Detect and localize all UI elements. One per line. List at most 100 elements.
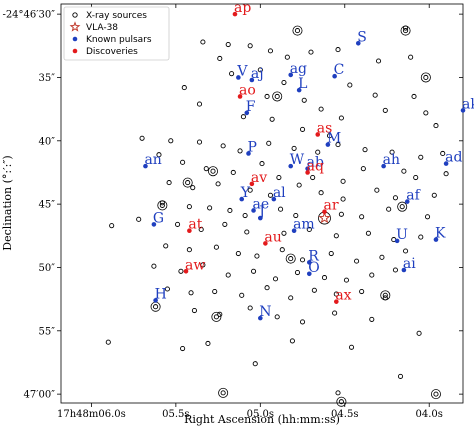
known-pulsar-label: V <box>236 63 248 79</box>
xray-source-63 <box>340 196 346 202</box>
xray-source-122 <box>191 307 197 314</box>
discovery-dot <box>237 94 243 99</box>
xray-source-1 <box>200 39 206 45</box>
xray-source-21 <box>301 97 307 103</box>
xray-circled-ring <box>292 25 303 36</box>
xray-source-94 <box>254 253 260 259</box>
known-pulsar-dot <box>443 161 449 166</box>
y-tick-label-2: 40″ <box>39 136 56 147</box>
xray-source-119 <box>333 291 339 297</box>
discovery-dot <box>334 299 339 304</box>
xray-source-6 <box>284 54 290 60</box>
discovery-av: av <box>249 170 267 187</box>
xray-circled-ring <box>150 301 161 312</box>
legend-vla38-marker <box>69 21 81 32</box>
known-pulsar-label: L <box>298 76 307 92</box>
known-pulsar-dot <box>288 163 294 169</box>
known-pulsar-label: K <box>435 226 446 242</box>
xray-source-circled-2 <box>420 72 431 83</box>
xray-source-130 <box>180 345 186 352</box>
legend-discovery-marker <box>72 48 78 54</box>
plot-frame <box>60 3 464 404</box>
known-pulsar-dot <box>246 151 251 156</box>
xray-source-55 <box>443 171 449 177</box>
xray-circled-core <box>153 304 159 310</box>
discovery-label: av <box>251 170 267 186</box>
xray-source-79 <box>136 216 142 222</box>
xray-circled-core <box>433 391 439 397</box>
y-tick-label-1: 35″ <box>39 73 56 84</box>
known-pulsar-ah: ah <box>381 152 400 169</box>
discovery-label: aq <box>307 158 324 174</box>
xray-source-44 <box>156 152 162 158</box>
vla38-star <box>318 211 331 224</box>
known-pulsar-label: R <box>308 248 319 264</box>
xray-source-36 <box>266 140 272 146</box>
known-pulsar-dot <box>143 163 148 169</box>
known-pulsar-ab: ab <box>305 155 324 171</box>
xray-source-112 <box>164 286 170 292</box>
xray-source-11 <box>408 54 414 60</box>
xray-source-16 <box>181 85 187 91</box>
discovery-dot <box>183 268 189 274</box>
xray-ring-layer <box>150 25 441 407</box>
discovery-dot <box>187 228 192 234</box>
discovery-label: au <box>264 229 281 245</box>
xray-source-2 <box>217 55 223 62</box>
x-tick-label-2: 05.0s <box>247 409 274 420</box>
xray-source-19 <box>257 67 263 73</box>
xray-source-66 <box>431 192 437 198</box>
xray-source-117 <box>288 295 294 301</box>
known-pulsar-label: ah <box>383 152 400 168</box>
xray-source-28 <box>269 116 275 122</box>
xray-source-circled-12 <box>336 396 347 407</box>
known-pulsar-dot <box>251 208 256 213</box>
xray-source-98 <box>354 258 360 264</box>
xray-circled-ring <box>218 387 229 398</box>
xray-circled-core <box>338 399 344 405</box>
xray-source-77 <box>424 214 431 220</box>
discovery-dot <box>232 11 238 17</box>
xray-source-35 <box>237 148 243 154</box>
xray-source-51 <box>340 178 346 184</box>
xray-circled-core <box>294 28 301 34</box>
discovery-dot <box>305 170 310 175</box>
xray-source-82 <box>222 221 228 227</box>
xray-source-134 <box>252 361 258 367</box>
xray-source-12 <box>347 82 353 88</box>
xray-source-26 <box>433 123 439 129</box>
known-pulsar-dot <box>306 271 312 277</box>
x-tick-label-1: 05.5s <box>162 409 189 420</box>
known-pulsar-dot <box>306 260 312 265</box>
legend-pulsar-marker <box>72 36 78 42</box>
xray-source-123 <box>217 311 223 317</box>
xray-source-40 <box>362 147 368 153</box>
xray-circled-core <box>220 390 226 396</box>
xray-source-93 <box>235 250 241 257</box>
xray-source-73 <box>293 212 299 219</box>
xray-circled-ring <box>211 311 222 322</box>
xray-source-circled-10 <box>150 301 161 312</box>
known-pulsar-label: af <box>406 188 421 204</box>
discovery-label: as <box>317 120 333 136</box>
xray-source-131 <box>205 340 211 347</box>
xray-source-4 <box>247 43 253 49</box>
discovery-ar: ar <box>322 198 339 215</box>
known-pulsar-dot <box>258 215 263 221</box>
known-pulsar-dot <box>394 238 400 244</box>
known-pulsar-label: J <box>257 204 265 220</box>
xray-source-circled-1 <box>272 91 283 102</box>
xray-source-107 <box>294 269 301 276</box>
xray-circled-core <box>210 168 216 174</box>
xray-source-111 <box>392 267 398 273</box>
discovery-layer: ap ao as aq av ar at au aw ax <box>183 0 352 304</box>
xray-source-circled-8 <box>285 253 296 264</box>
xray-source-100 <box>403 248 409 254</box>
known-pulsar-ak: ak <box>460 96 474 113</box>
xray-source-circled-11 <box>218 387 229 398</box>
xray-source-135 <box>397 373 404 379</box>
legend-box <box>63 6 170 61</box>
xray-source-76 <box>386 206 392 212</box>
known-pulsar-label: ab <box>307 155 324 171</box>
